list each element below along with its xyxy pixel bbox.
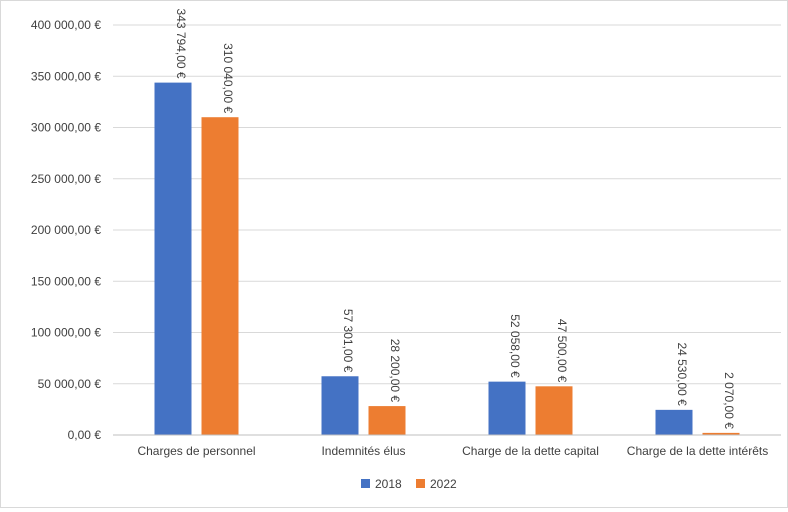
data-label: 57 301,00 € — [341, 309, 355, 373]
legend-swatch-2022 — [416, 479, 425, 488]
legend-swatch-2018 — [361, 479, 370, 488]
bar-2022-2 — [368, 406, 406, 435]
bar-2022-3 — [535, 386, 573, 435]
y-tick-label: 0,00 € — [68, 428, 102, 442]
x-tick-label: Charge de la dette capital — [462, 444, 599, 458]
data-label: 24 530,00 € — [675, 342, 689, 406]
y-tick-label: 150 000,00 € — [31, 274, 101, 288]
data-label: 310 040,00 € — [221, 43, 235, 113]
x-tick-label: Charge de la dette intérêts — [627, 444, 768, 458]
data-label: 2 070,00 € — [722, 372, 736, 429]
data-label: 28 200,00 € — [388, 339, 402, 403]
data-label: 47 500,00 € — [555, 319, 569, 383]
bar-2018-2 — [321, 376, 359, 435]
x-tick-label: Charges de personnel — [137, 444, 255, 458]
y-tick-label: 100 000,00 € — [31, 326, 101, 340]
y-tick-label: 50 000,00 € — [38, 377, 102, 391]
legend-label: 2022 — [430, 477, 457, 491]
x-tick-label: Indemnités élus — [321, 444, 405, 458]
data-label: 52 058,00 € — [508, 314, 522, 378]
y-tick-label: 250 000,00 € — [31, 172, 101, 186]
y-tick-label: 350 000,00 € — [31, 69, 101, 83]
bar-2022-4 — [702, 432, 740, 435]
legend-label: 2018 — [375, 477, 402, 491]
data-label: 343 794,00 € — [174, 9, 188, 79]
bar-2018-3 — [488, 381, 526, 435]
y-tick-label: 200 000,00 € — [31, 223, 101, 237]
y-tick-label: 400 000,00 € — [31, 18, 101, 32]
bar-2018-1 — [154, 82, 192, 436]
bar-2018-4 — [655, 409, 693, 435]
bar-2022-1 — [201, 117, 239, 436]
y-tick-label: 300 000,00 € — [31, 121, 101, 135]
